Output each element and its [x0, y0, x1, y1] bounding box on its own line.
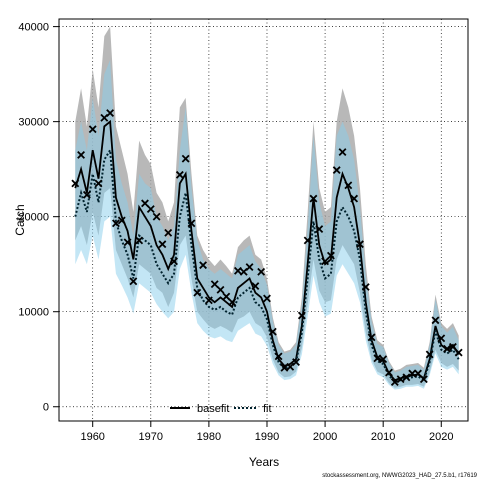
observed-point-2021	[443, 344, 452, 353]
observed-point-2019	[431, 316, 440, 325]
x-axis-title: Years	[249, 455, 279, 469]
x-tick-label-1980: 1980	[197, 431, 221, 443]
y-axis: 0 10000 20000 30000 40000	[18, 22, 59, 414]
observed-point-2010	[379, 355, 388, 364]
observed-point-1995	[292, 358, 300, 367]
observed-point-1979	[199, 261, 208, 270]
x-tick-label-1990: 1990	[255, 431, 279, 443]
observed-markers	[71, 109, 463, 386]
observed-point-1978	[193, 288, 202, 297]
observed-point-2013	[396, 375, 405, 384]
observed-point-1984	[228, 298, 237, 307]
observed-point-1999	[315, 225, 324, 233]
x-tick-label-2020: 2020	[429, 431, 453, 443]
observed-point-1987	[245, 263, 254, 271]
observed-point-2018	[425, 350, 434, 359]
observed-point-1968	[135, 236, 144, 245]
observed-point-2000	[321, 257, 330, 266]
plot-frame	[58, 18, 469, 422]
fit-confidence-band	[75, 59, 459, 390]
observed-point-1977	[187, 219, 196, 228]
observed-point-1998	[309, 194, 318, 203]
observed-point-1966	[123, 238, 132, 247]
observed-point-2016	[414, 369, 422, 378]
series-lines	[74, 119, 460, 384]
y-tick-label-10000: 10000	[18, 307, 49, 319]
observed-point-2011	[385, 368, 393, 377]
observed-point-1971	[152, 212, 161, 221]
observed-point-2015	[408, 369, 417, 378]
observed-point-2014	[402, 373, 411, 382]
observed-point-2020	[437, 334, 446, 343]
observed-point-1957	[71, 179, 80, 188]
confidence-bands	[75, 26, 459, 390]
observed-point-2007	[361, 283, 370, 291]
y-tick-label-20000: 20000	[18, 212, 49, 224]
fit-line	[74, 147, 460, 384]
observed-point-1997	[303, 236, 312, 245]
y-tick-label-30000: 30000	[18, 117, 49, 129]
x-tick-label-1970: 1970	[139, 431, 163, 443]
observed-point-2001	[326, 251, 335, 260]
y-tick-label-0: 0	[43, 402, 49, 414]
x-tick-label-1960: 1960	[80, 431, 104, 443]
y-tick-label-40000: 40000	[18, 22, 49, 34]
observed-point-1972	[158, 240, 167, 249]
observed-point-2003	[338, 148, 347, 156]
observed-point-1973	[164, 228, 173, 237]
observed-point-1975	[175, 170, 184, 179]
legend-fit-label: fit	[263, 403, 272, 415]
observed-point-1980	[204, 296, 213, 305]
observed-point-1985	[234, 266, 242, 275]
observed-point-2008	[367, 333, 376, 342]
observed-point-1969	[141, 199, 149, 208]
x-tick-label-2010: 2010	[371, 431, 395, 443]
x-tick-label-2000: 2000	[313, 431, 337, 443]
observed-point-2005	[350, 194, 359, 203]
observed-point-1970	[146, 205, 155, 214]
legend: basefit fit	[170, 403, 272, 415]
observed-point-2012	[390, 378, 399, 386]
observed-point-1963	[106, 109, 115, 118]
observed-point-1960	[88, 125, 97, 134]
observed-point-2002	[332, 166, 341, 175]
observed-point-1993	[280, 363, 289, 372]
observed-point-1958	[77, 150, 86, 159]
observed-point-1982	[216, 285, 225, 294]
observed-point-1974	[170, 257, 178, 266]
observed-point-1964	[111, 219, 120, 228]
x-axis: 1960 1970 1980 1990 2000 2010 2020	[80, 421, 454, 443]
observed-point-1961	[94, 179, 103, 188]
observed-point-1959	[82, 190, 91, 199]
observed-point-1996	[297, 311, 306, 320]
observed-point-1967	[129, 277, 138, 286]
observed-point-1992	[274, 352, 283, 361]
observed-point-2006	[356, 240, 364, 249]
observed-point-2022	[448, 342, 457, 351]
observed-point-2009	[373, 354, 382, 363]
observed-point-1983	[222, 292, 231, 301]
legend-basefit-label: basefit	[197, 403, 229, 415]
observed-point-2023	[454, 348, 463, 357]
observed-point-2017	[419, 375, 428, 384]
observed-point-1991	[268, 327, 277, 336]
observed-point-1989	[257, 267, 266, 276]
observed-point-1990	[263, 294, 271, 303]
observed-point-2004	[344, 181, 353, 190]
footer-source: stockassessment.org, NWWG2023_HAD_27.5.b…	[322, 473, 477, 479]
observed-point-1981	[210, 280, 219, 289]
y-axis-title: Catch	[13, 204, 27, 235]
observed-point-1965	[117, 216, 126, 225]
observed-point-1976	[181, 154, 190, 163]
basefit-line	[74, 119, 460, 382]
observed-point-1988	[251, 282, 260, 290]
